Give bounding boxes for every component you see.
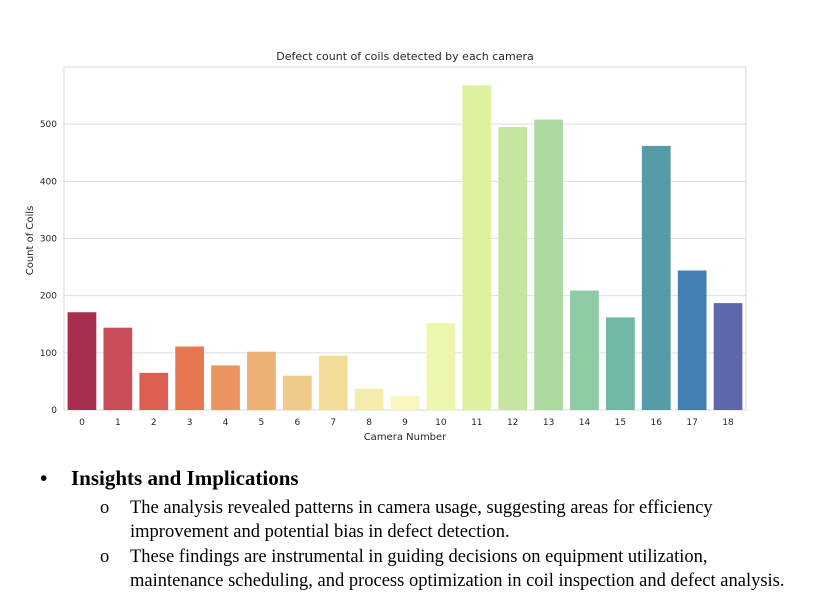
bar (641, 145, 671, 410)
circle-bullet-icon: o (100, 498, 110, 518)
x-tick-label: 1 (115, 418, 121, 428)
bar (354, 388, 384, 410)
bar (318, 355, 348, 410)
x-tick-label: 16 (651, 418, 663, 428)
list-item-text: These findings are instrumental in guidi… (130, 547, 785, 591)
bar (247, 351, 276, 410)
y-tick-label: 400 (40, 177, 57, 187)
circle-bullet-icon: o (100, 547, 110, 567)
x-tick-label: 15 (615, 418, 626, 428)
bar (606, 317, 635, 410)
x-tick-label: 3 (187, 418, 193, 428)
section-heading: Insights and Implications (71, 466, 299, 490)
chart-title: Defect count of coils detected by each c… (276, 50, 533, 63)
defect-count-chart: 0 100 200 300 400 500 0 1 2 3 4 5 6 7 8 9 10 11 12 13 14 15 16… (25, 50, 747, 443)
bar (175, 346, 204, 410)
x-axis-label: Camera Number (364, 432, 447, 443)
x-tick-label: 10 (435, 418, 447, 428)
bar (282, 375, 312, 410)
x-tick-label: 14 (579, 418, 591, 428)
x-tick-label: 8 (366, 418, 372, 428)
x-tick-label: 4 (223, 418, 229, 428)
bullet-icon: • (40, 466, 48, 490)
list-item-text: The analysis revealed patterns in camera… (130, 498, 713, 542)
bar (390, 396, 420, 410)
bar (462, 85, 492, 410)
bar (713, 303, 743, 410)
x-tick-label: 9 (402, 418, 408, 428)
x-tick-label: 2 (151, 418, 157, 428)
y-tick-label: 100 (40, 349, 57, 359)
bar (426, 323, 456, 410)
bar (103, 327, 133, 410)
y-tick-label: 0 (51, 406, 57, 416)
x-tick-label: 17 (686, 418, 697, 428)
x-tick-label: 18 (722, 418, 734, 428)
y-tick-label: 500 (40, 120, 57, 130)
x-tick-label: 5 (259, 418, 265, 428)
bar (139, 372, 169, 410)
bar (211, 365, 240, 410)
y-tick-label: 300 (40, 235, 57, 245)
bar (498, 127, 528, 411)
bar (67, 312, 97, 410)
x-tick-label: 7 (330, 418, 336, 428)
bar (677, 270, 707, 410)
y-tick-label: 200 (40, 292, 57, 302)
x-tick-label: 6 (294, 418, 300, 428)
y-axis-label: Count of Coils (25, 206, 36, 276)
x-tick-label: 12 (507, 418, 518, 428)
bar (570, 290, 599, 410)
bar (534, 119, 563, 411)
x-tick-label: 13 (543, 418, 554, 428)
x-tick-label: 11 (471, 418, 482, 428)
x-tick-label: 0 (79, 418, 85, 428)
